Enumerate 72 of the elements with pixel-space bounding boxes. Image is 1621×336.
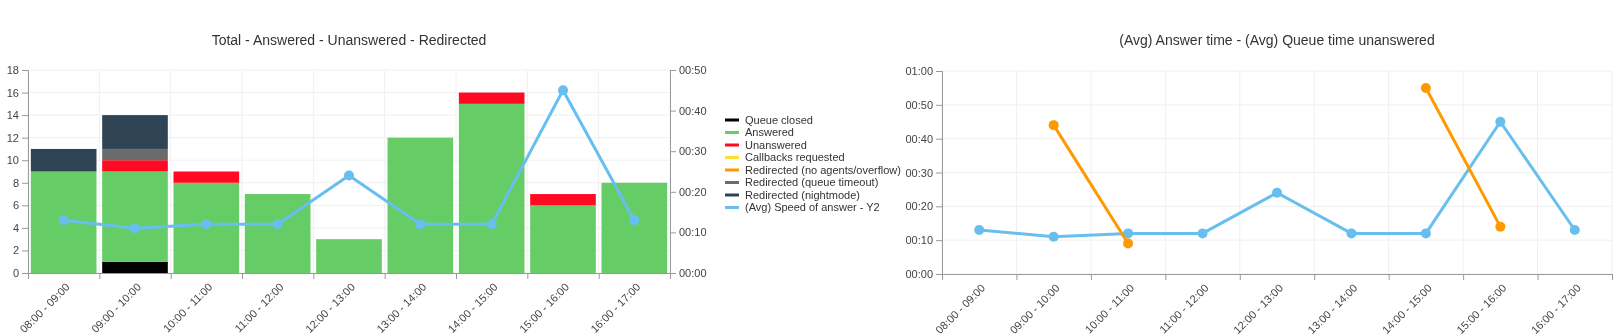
bar: [102, 115, 168, 149]
bar: [173, 171, 240, 183]
y-tick-label: 4: [12, 221, 19, 234]
bar: [244, 194, 311, 273]
y-tick-label: 10: [6, 154, 19, 167]
y-tick-label: 12: [6, 131, 19, 144]
point: [1569, 225, 1580, 236]
bar: [102, 160, 168, 172]
bar: [316, 239, 382, 273]
legend-label: Redirected (no agents/overflow): [745, 163, 901, 176]
y-tick-label: 00:20: [905, 200, 933, 213]
bar: [530, 194, 596, 206]
point: [1346, 228, 1357, 239]
point: [1048, 231, 1059, 242]
y-tick-label: 14: [6, 109, 19, 122]
y-tick-label: 00:40: [905, 132, 933, 145]
point: [486, 219, 497, 230]
bar: [530, 205, 596, 273]
point: [1420, 228, 1431, 239]
chart-title: (Avg) Answer time - (Avg) Queue time unanswered: [1119, 32, 1435, 48]
bar: [102, 148, 168, 161]
y2-tick-label: 00:40: [679, 104, 707, 117]
point: [1420, 82, 1431, 93]
point: [1272, 187, 1282, 198]
point: [1123, 228, 1134, 239]
point: [1197, 228, 1208, 239]
point: [1495, 116, 1506, 127]
bar: [102, 261, 168, 273]
bar: [173, 182, 240, 273]
y-tick-label: 16: [6, 86, 19, 99]
point: [344, 170, 354, 181]
y2-tick-label: 00:50: [679, 64, 707, 77]
point: [130, 223, 140, 234]
y2-tick-label: 00:10: [679, 226, 707, 239]
point: [974, 225, 985, 236]
bar: [30, 148, 97, 172]
point: [201, 219, 212, 230]
bar: [387, 137, 454, 273]
y-tick-label: 00:30: [905, 166, 933, 179]
point: [415, 219, 426, 230]
chart-title: Total - Answered - Unanswered - Redirected: [211, 32, 487, 48]
point: [58, 215, 69, 226]
y2-tick-label: 00:30: [679, 145, 707, 158]
legend-label: Redirected (nightmode): [745, 188, 860, 201]
y-tick-label: 00:50: [905, 98, 933, 111]
point: [1048, 120, 1059, 131]
point: [1123, 238, 1134, 249]
y2-tick-label: 00:00: [679, 267, 707, 280]
y-tick-label: 00:00: [905, 268, 933, 281]
point: [272, 219, 283, 230]
point: [558, 85, 568, 96]
bar: [601, 182, 668, 273]
legend-label: Answered: [745, 126, 794, 139]
y-tick-label: 2: [12, 244, 19, 257]
bar: [458, 103, 525, 273]
legend-label: Redirected (queue timeout): [745, 176, 879, 189]
y-tick-label: 01:00: [905, 65, 933, 78]
legend-label: Unanswered: [745, 138, 807, 151]
point: [1495, 221, 1506, 232]
y-tick-label: 6: [12, 199, 19, 212]
y-tick-label: 8: [12, 176, 19, 189]
legend-label: Queue closed: [745, 113, 813, 126]
bar: [30, 171, 97, 273]
bar: [102, 171, 168, 262]
y-tick-label: 0: [12, 267, 19, 280]
bar: [458, 92, 525, 104]
legend-label: Callbacks requested: [745, 151, 845, 164]
y-tick-label: 00:10: [905, 234, 933, 247]
legend-label: (Avg) Speed of answer - Y2: [745, 201, 880, 214]
y-tick-label: 18: [6, 64, 19, 77]
point: [629, 215, 640, 226]
y2-tick-label: 00:20: [679, 185, 707, 198]
